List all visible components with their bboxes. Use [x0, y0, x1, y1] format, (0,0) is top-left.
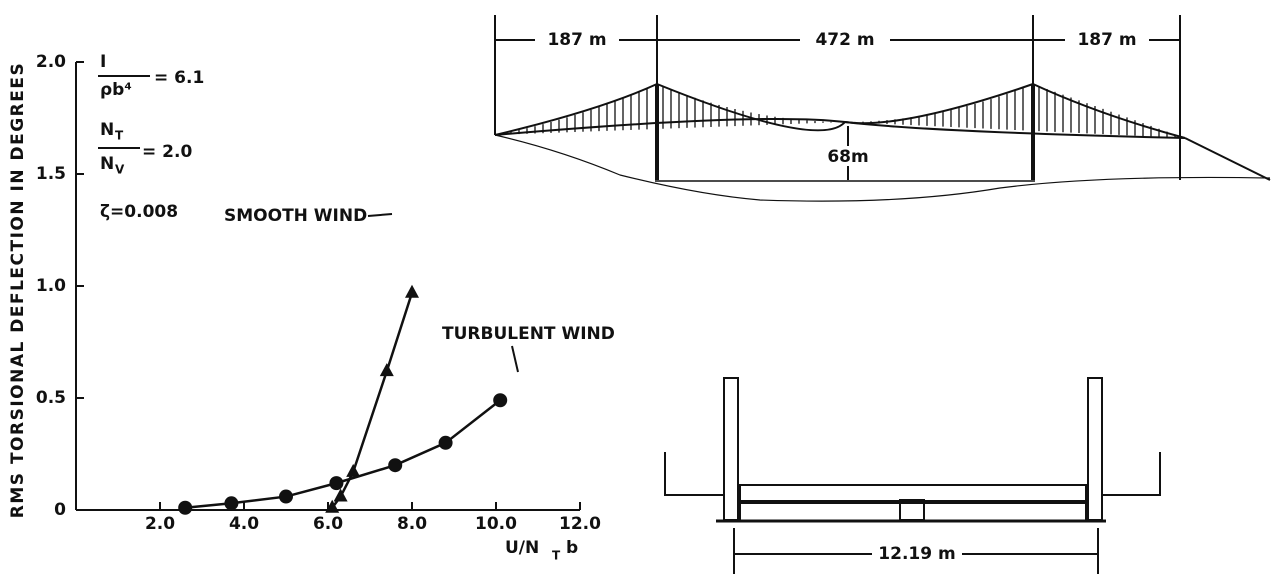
marker — [438, 435, 453, 450]
param-den-sub: V — [115, 163, 125, 177]
marker — [346, 463, 361, 477]
x-label-tail: b — [566, 538, 578, 558]
marker — [178, 500, 193, 515]
param-rhs: = 6.1 — [154, 68, 204, 88]
clearance-label: 68m — [827, 147, 868, 167]
parameters: I ρb⁴ = 6.1 N T N V = 2.0 ζ=0.008 — [98, 52, 204, 222]
marker — [325, 499, 340, 513]
series-label: SMOOTH WIND — [224, 206, 367, 226]
label-bg — [822, 146, 874, 166]
marker — [329, 476, 344, 491]
label-arrow — [367, 213, 393, 217]
y-axis-label: RMS TORSIONAL DEFLECTION IN DEGREES — [8, 62, 28, 518]
param-num-sub: T — [115, 129, 124, 143]
tower-post — [723, 377, 739, 521]
span-label: 187 m — [547, 30, 606, 50]
y-tick-label: 0 — [54, 500, 66, 520]
x-label-main: U/N — [505, 538, 539, 558]
y-tick-label: 1.0 — [36, 276, 66, 296]
series-label: TURBULENT WIND — [442, 324, 615, 344]
param-den: N — [100, 154, 114, 174]
y-tick-label: 1.5 — [36, 164, 66, 184]
label-arrow — [511, 345, 519, 373]
param-rhs: = 2.0 — [142, 142, 192, 162]
y-tick-label: 0.5 — [36, 388, 66, 408]
x-tick-label: 10.0 — [475, 514, 517, 534]
deck-section: 12.19 m — [664, 377, 1161, 574]
deck-width-label: 12.19 m — [878, 544, 955, 564]
param-den: ρb⁴ — [100, 80, 132, 100]
marker — [333, 488, 348, 502]
label-bg — [872, 544, 962, 564]
x-tick-label: 8.0 — [397, 514, 427, 534]
backstay — [1184, 137, 1271, 181]
param-num: N — [100, 120, 114, 140]
span-label: 472 m — [815, 30, 874, 50]
marker — [405, 284, 419, 298]
marker — [379, 363, 394, 377]
y-tick-label: 2.0 — [36, 52, 66, 72]
label-bg — [535, 30, 619, 50]
deck-girder — [739, 502, 1087, 522]
ground-profile — [494, 134, 1271, 202]
label-bg — [1065, 30, 1149, 50]
x-tick-label: 6.0 — [313, 514, 343, 534]
tower-post — [1087, 377, 1103, 521]
deck-slab — [739, 484, 1087, 502]
marker — [224, 496, 239, 511]
span-label: 187 m — [1077, 30, 1136, 50]
label-bg — [800, 30, 890, 50]
series-line — [331, 292, 414, 509]
x-tick-label: 4.0 — [229, 514, 259, 534]
x-tick-label: 2.0 — [145, 514, 175, 534]
param-damping: ζ=0.008 — [100, 202, 178, 222]
x-axis-label: U/N T b — [505, 538, 578, 563]
param-num: I — [100, 52, 106, 72]
x-tick-label: 12.0 — [559, 514, 601, 534]
hangers — [502, 86, 1176, 138]
marker — [279, 489, 293, 504]
marker — [493, 393, 508, 408]
sidewalk — [664, 452, 1161, 496]
x-label-sub: T — [552, 549, 561, 563]
bridge-elevation: 187 m 472 m 187 m 68m — [494, 15, 1271, 202]
marker — [388, 458, 403, 473]
